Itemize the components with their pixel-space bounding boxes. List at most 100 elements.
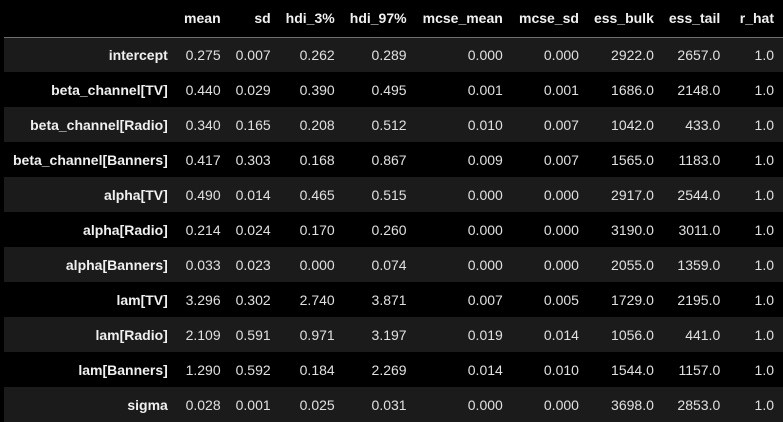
cell-mean: 3.296 [185,291,221,308]
cell-hdi-97: 3.197 [371,326,407,343]
cell-hdi-3: 0.168 [299,151,335,168]
header-cell-sd: sd [229,0,280,38]
cell-hdi-97: 0.289 [371,46,407,63]
header-cell-mcse-mean: mcse_mean [415,0,512,38]
cell-r-hat: 1.0 [754,221,774,238]
table-row: intercept 0.275 0.007 0.262 0.289 0.000 … [4,37,783,72]
cell-mcse-mean: 0.000 [467,396,503,413]
cell-hdi-3: 0.465 [299,186,335,203]
cell-sd: 0.023 [235,256,271,273]
table-row: beta_channel[Radio] 0.340 0.165 0.208 0.… [4,107,783,142]
table-header: mean sd hdi_3% hdi_97% mcse_mean mcse_sd… [4,0,783,38]
cell-ess-tail: 441.0 [685,326,721,343]
cell-ess-tail: 3011.0 [678,221,721,238]
cell-mcse-mean: 0.001 [467,81,503,98]
row-label: alpha[Radio] [83,221,168,238]
cell-ess-bulk: 2917.0 [611,186,654,203]
cell-mcse-sd: 0.000 [543,221,579,238]
cell-mcse-sd: 0.000 [543,46,579,63]
cell-r-hat: 1.0 [754,46,774,63]
cell-hdi-3: 2.740 [299,291,335,308]
cell-sd: 0.001 [235,396,271,413]
cell-mean: 0.033 [185,256,221,273]
cell-hdi-97: 2.269 [371,361,407,378]
cell-ess-tail: 1183.0 [678,151,721,168]
cell-mean: 1.290 [185,361,221,378]
row-label: beta_channel[Radio] [30,116,168,133]
cell-r-hat: 1.0 [754,81,774,98]
header-cell-ess-tail: ess_tail [662,0,730,38]
cell-hdi-97: 0.031 [371,396,407,413]
cell-ess-bulk: 2922.0 [611,46,654,63]
row-label: beta_channel[Banners] [12,151,168,168]
cell-hdi-97: 0.515 [371,186,407,203]
row-label: intercept [108,46,168,63]
cell-mcse-mean: 0.009 [467,151,503,168]
cell-mcse-mean: 0.019 [467,326,503,343]
cell-r-hat: 1.0 [754,186,774,203]
cell-mean: 0.340 [185,116,221,133]
cell-sd: 0.007 [235,46,271,63]
cell-sd: 0.024 [235,221,271,238]
cell-ess-tail: 433.0 [685,116,721,133]
cell-hdi-97: 0.867 [371,151,407,168]
row-label: beta_channel[TV] [51,81,168,98]
cell-ess-bulk: 2055.0 [611,256,654,273]
header-cell-hdi-97: hdi_97% [343,0,416,38]
row-label: lam[Radio] [95,326,168,343]
cell-ess-tail: 2544.0 [677,186,721,203]
cell-hdi-3: 0.184 [299,361,335,378]
cell-hdi-97: 0.074 [371,256,407,273]
cell-ess-tail: 2657.0 [677,46,721,63]
cell-mean: 0.028 [185,396,221,413]
cell-mcse-sd: 0.005 [543,291,579,308]
cell-mcse-mean: 0.000 [467,186,503,203]
cell-mcse-mean: 0.014 [467,361,503,378]
cell-hdi-97: 0.512 [371,116,407,133]
cell-mcse-mean: 0.000 [467,221,503,238]
cell-mean: 0.490 [185,186,221,203]
cell-r-hat: 1.0 [754,396,774,413]
row-label: lam[Banners] [78,361,168,378]
cell-mean: 2.109 [185,326,221,343]
cell-ess-tail: 2148.0 [677,81,721,98]
cell-mcse-mean: 0.010 [467,116,503,133]
cell-ess-tail: 2195.0 [677,291,721,308]
table-row: alpha[TV] 0.490 0.014 0.465 0.515 0.000 … [4,177,783,212]
cell-hdi-97: 0.495 [371,81,407,98]
cell-hdi-3: 0.262 [299,46,335,63]
table-row: alpha[Banners] 0.033 0.023 0.000 0.074 0… [4,247,783,282]
cell-mcse-sd: 0.007 [543,151,579,168]
cell-ess-bulk: 1544.0 [611,361,654,378]
row-label: lam[TV] [116,291,168,308]
header-cell-hdi-3: hdi_3% [279,0,344,38]
cell-mcse-mean: 0.000 [467,256,503,273]
header-row: mean sd hdi_3% hdi_97% mcse_mean mcse_sd… [4,0,783,38]
table-row: beta_channel[TV] 0.440 0.029 0.390 0.495… [4,72,783,107]
cell-r-hat: 1.0 [754,151,774,168]
table-row: beta_channel[Banners] 0.417 0.303 0.168 … [4,142,783,177]
header-cell-ess-bulk: ess_bulk [587,0,663,38]
cell-hdi-97: 0.260 [371,221,407,238]
cell-sd: 0.014 [235,186,271,203]
cell-hdi-3: 0.390 [299,81,335,98]
row-label: sigma [127,396,168,413]
cell-r-hat: 1.0 [754,291,774,308]
cell-hdi-3: 0.971 [299,326,335,343]
cell-hdi-3: 0.208 [299,116,335,133]
cell-sd: 0.302 [235,291,271,308]
cell-hdi-3: 0.025 [299,396,335,413]
table-row: lam[Radio] 2.109 0.591 0.971 3.197 0.019… [4,317,783,352]
cell-mcse-sd: 0.014 [543,326,579,343]
cell-mean: 0.417 [185,151,221,168]
row-label: alpha[Banners] [65,256,168,273]
cell-sd: 0.592 [235,361,271,378]
header-cell-mean: mean [177,0,230,38]
header-cell-r-hat: r_hat [729,0,783,38]
cell-mean: 0.214 [185,221,221,238]
cell-mcse-mean: 0.007 [467,291,503,308]
cell-ess-bulk: 3190.0 [611,221,654,238]
cell-ess-tail: 2853.0 [677,396,721,413]
cell-mcse-sd: 0.000 [543,396,579,413]
row-label: alpha[TV] [104,186,168,203]
